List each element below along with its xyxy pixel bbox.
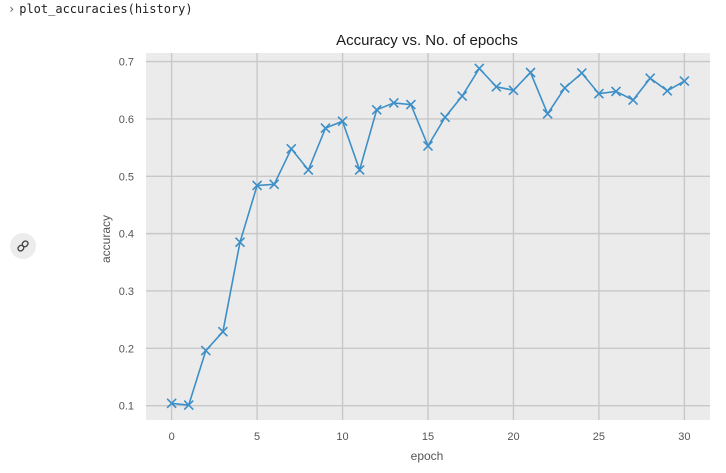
x-tick-label: 5 [254, 431, 260, 443]
data-point-marker [508, 85, 519, 96]
x-tick-label: 20 [507, 431, 519, 443]
y-tick-label: 0.6 [119, 114, 134, 126]
data-point-marker [576, 68, 587, 79]
data-point-marker [559, 82, 570, 94]
code-cell-input[interactable]: › plot_accuracies(history) [8, 2, 193, 16]
data-point-marker [183, 400, 194, 411]
tick-labels: 0 5 10 15 20 25 30 0.1 0.2 0.3 0.4 0.5 0.6 0.7 [119, 57, 691, 443]
data-point-marker [337, 116, 348, 127]
data-point-marker [662, 85, 673, 96]
y-axis-label: accuracy [99, 215, 113, 263]
data-point-marker [371, 104, 382, 115]
link-button[interactable] [10, 233, 36, 259]
data-point-marker [679, 76, 690, 87]
data-point-marker [269, 179, 280, 190]
grid-lines [146, 53, 710, 420]
code-text[interactable]: plot_accuracies(history) [19, 2, 193, 16]
chevron-right-icon: › [8, 2, 16, 16]
series-markers [166, 63, 690, 411]
data-point-marker [645, 73, 656, 84]
data-point-marker [491, 81, 502, 92]
x-axis-label: epoch [411, 449, 444, 463]
y-tick-label: 0.7 [119, 57, 134, 69]
data-point-marker [542, 108, 553, 119]
y-tick-label: 0.2 [119, 343, 134, 355]
data-point-marker [474, 63, 485, 74]
data-point-marker [440, 112, 451, 123]
y-tick-label: 0.1 [119, 401, 134, 413]
data-point-marker [166, 398, 177, 409]
data-point-marker [525, 67, 536, 78]
x-tick-label: 15 [422, 431, 434, 443]
data-point-marker [593, 88, 604, 99]
link-icon [17, 240, 29, 252]
data-point-marker [320, 123, 331, 134]
data-point-marker [628, 94, 639, 106]
data-point-marker [252, 180, 263, 191]
x-tick-label: 30 [678, 431, 690, 443]
x-tick-label: 0 [169, 431, 175, 443]
data-point-marker [388, 97, 399, 108]
y-tick-label: 0.4 [119, 229, 134, 241]
data-point-marker [422, 140, 434, 151]
y-tick-label: 0.3 [119, 286, 134, 298]
data-point-marker [405, 99, 416, 110]
data-point-marker [200, 345, 211, 356]
data-point-marker [303, 164, 314, 176]
x-tick-label: 10 [336, 431, 348, 443]
data-point-marker [610, 86, 622, 97]
x-tick-label: 25 [593, 431, 605, 443]
data-point-marker [234, 237, 246, 248]
y-tick-label: 0.5 [119, 171, 134, 183]
data-point-marker [457, 90, 468, 102]
data-point-marker [217, 326, 228, 337]
chart-title: Accuracy vs. No. of epochs [336, 32, 518, 49]
data-point-marker [286, 143, 297, 154]
data-point-marker [354, 164, 365, 176]
